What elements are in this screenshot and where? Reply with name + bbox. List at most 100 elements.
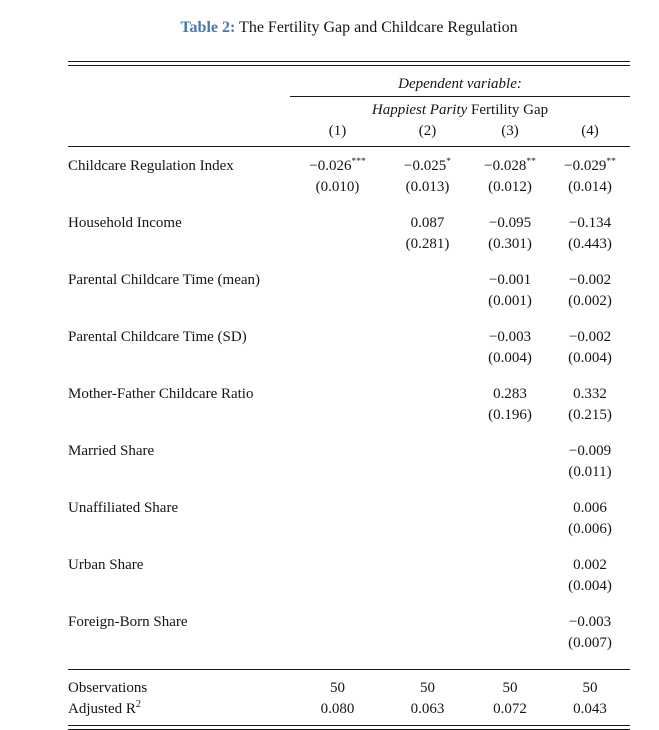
- se-cell: (0.010): [315, 179, 360, 195]
- se-row: (0.007): [68, 633, 630, 670]
- coef-row: Parental Childcare Time (mean) −0.001 −0…: [68, 270, 630, 291]
- coef-cell: 0.006: [573, 500, 607, 516]
- coef-cell: [290, 441, 385, 462]
- table-caption-text: The Fertility Gap and Childcare Regulati…: [239, 19, 518, 36]
- coef-cell: 0.332: [573, 386, 607, 402]
- empty-cell: [68, 121, 290, 147]
- adjusted-r2-value: 0.072: [493, 701, 527, 717]
- se-cell: [290, 291, 385, 327]
- se-cell: [290, 234, 385, 270]
- se-cell: [470, 633, 550, 670]
- row-label: Parental Childcare Time (mean): [68, 272, 261, 288]
- coef-cell: [385, 555, 470, 576]
- adjusted-r2-value: 0.043: [573, 701, 607, 717]
- significance-stars: *: [446, 157, 451, 167]
- top-double-rule: [68, 61, 630, 66]
- empty-cell: [68, 177, 290, 213]
- dependent-variable-name-row: Happiest Parity Fertility Gap: [68, 97, 630, 122]
- table-title: Table 2: The Fertility Gap and Childcare…: [68, 18, 630, 38]
- coef-row: Mother-Father Childcare Ratio 0.283 0.33…: [68, 384, 630, 405]
- coef-cell: [385, 327, 470, 348]
- empty-cell: [68, 576, 290, 612]
- se-row: (0.004): [68, 576, 630, 612]
- se-cell: [290, 462, 385, 498]
- se-cell: (0.011): [568, 464, 612, 480]
- coef-cell: [385, 384, 470, 405]
- coef-row: Urban Share 0.002: [68, 555, 630, 576]
- se-cell: [290, 519, 385, 555]
- coef-cell: [385, 441, 470, 462]
- observations-value: 50: [385, 669, 470, 699]
- coef-cell: [470, 441, 550, 462]
- se-cell: (0.215): [568, 407, 612, 423]
- se-cell: [385, 462, 470, 498]
- observations-value: 50: [470, 669, 550, 699]
- coef-cell: [290, 555, 385, 576]
- se-cell: [290, 576, 385, 612]
- coef-cell: −0.002: [568, 329, 612, 345]
- coef-cell: −0.095: [488, 215, 532, 231]
- table-container: Table 2: The Fertility Gap and Childcare…: [68, 0, 631, 730]
- dep-var-rest: Fertility Gap: [471, 102, 549, 118]
- empty-cell: [68, 291, 290, 327]
- empty-cell: [68, 66, 290, 97]
- column-header: (4): [550, 121, 631, 147]
- se-cell: (0.001): [488, 293, 532, 309]
- se-cell: (0.013): [405, 179, 450, 195]
- coef-cell: [470, 612, 550, 633]
- se-cell: (0.281): [405, 236, 450, 252]
- row-label: Unaffiliated Share: [68, 500, 179, 516]
- se-cell: [470, 576, 550, 612]
- empty-cell: [68, 97, 290, 122]
- adjusted-r2-value: 0.080: [320, 701, 355, 717]
- coef-cell: −0.029**: [564, 157, 616, 174]
- se-cell: [470, 519, 550, 555]
- row-label: Foreign-Born Share: [68, 614, 188, 630]
- se-cell: (0.012): [488, 179, 532, 195]
- coef-cell: 0.002: [573, 557, 607, 573]
- coef-cell: [290, 498, 385, 519]
- column-number-row: (1) (2) (3) (4): [68, 121, 631, 147]
- coef-cell: −0.003: [488, 329, 532, 345]
- coef-cell: [290, 270, 385, 291]
- se-cell: (0.002): [568, 293, 612, 309]
- se-row: (0.010) (0.013) (0.012) (0.014): [68, 177, 630, 213]
- se-cell: [385, 576, 470, 612]
- observations-value: 50: [550, 669, 631, 699]
- se-cell: (0.014): [568, 179, 612, 195]
- empty-cell: [68, 519, 290, 555]
- se-cell: (0.301): [488, 236, 532, 252]
- dep-var-italic: Happiest Parity: [371, 102, 468, 118]
- summary-label: Observations: [68, 669, 290, 699]
- se-cell: (0.004): [568, 578, 612, 594]
- coef-row: Married Share −0.009: [68, 441, 630, 462]
- se-cell: [470, 462, 550, 498]
- se-cell: [385, 519, 470, 555]
- coef-cell: [290, 213, 385, 234]
- se-cell: (0.007): [568, 635, 612, 651]
- row-label: Married Share: [68, 443, 155, 459]
- coef-cell: −0.009: [568, 443, 612, 459]
- coef-cell: [290, 327, 385, 348]
- row-label: Childcare Regulation Index: [68, 158, 234, 174]
- se-row: (0.011): [68, 462, 630, 498]
- empty-cell: [68, 405, 290, 441]
- dependent-variable-row: Dependent variable:: [68, 66, 631, 97]
- empty-cell: [68, 633, 290, 670]
- summary-label: Adjusted R2: [68, 699, 141, 718]
- adjusted-r2-row: Adjusted R2 0.080 0.063 0.072 0.043: [68, 699, 630, 725]
- table-caption-label: Table 2:: [180, 19, 236, 36]
- se-row: (0.281) (0.301) (0.443): [68, 234, 630, 270]
- coef-cell: 0.283: [493, 386, 527, 402]
- coef-row: Unaffiliated Share 0.006: [68, 498, 630, 519]
- row-label: Urban Share: [68, 557, 144, 573]
- se-cell: (0.443): [568, 236, 612, 252]
- coef-row: Household Income 0.087 −0.095 −0.134: [68, 213, 630, 234]
- column-header: (2): [385, 121, 470, 147]
- se-cell: (0.196): [488, 407, 532, 423]
- row-label: Parental Childcare Time (SD): [68, 329, 247, 345]
- adjusted-r2-value: 0.063: [410, 701, 445, 717]
- se-cell: (0.004): [488, 350, 532, 366]
- row-label: Household Income: [68, 215, 182, 231]
- se-cell: [290, 405, 385, 441]
